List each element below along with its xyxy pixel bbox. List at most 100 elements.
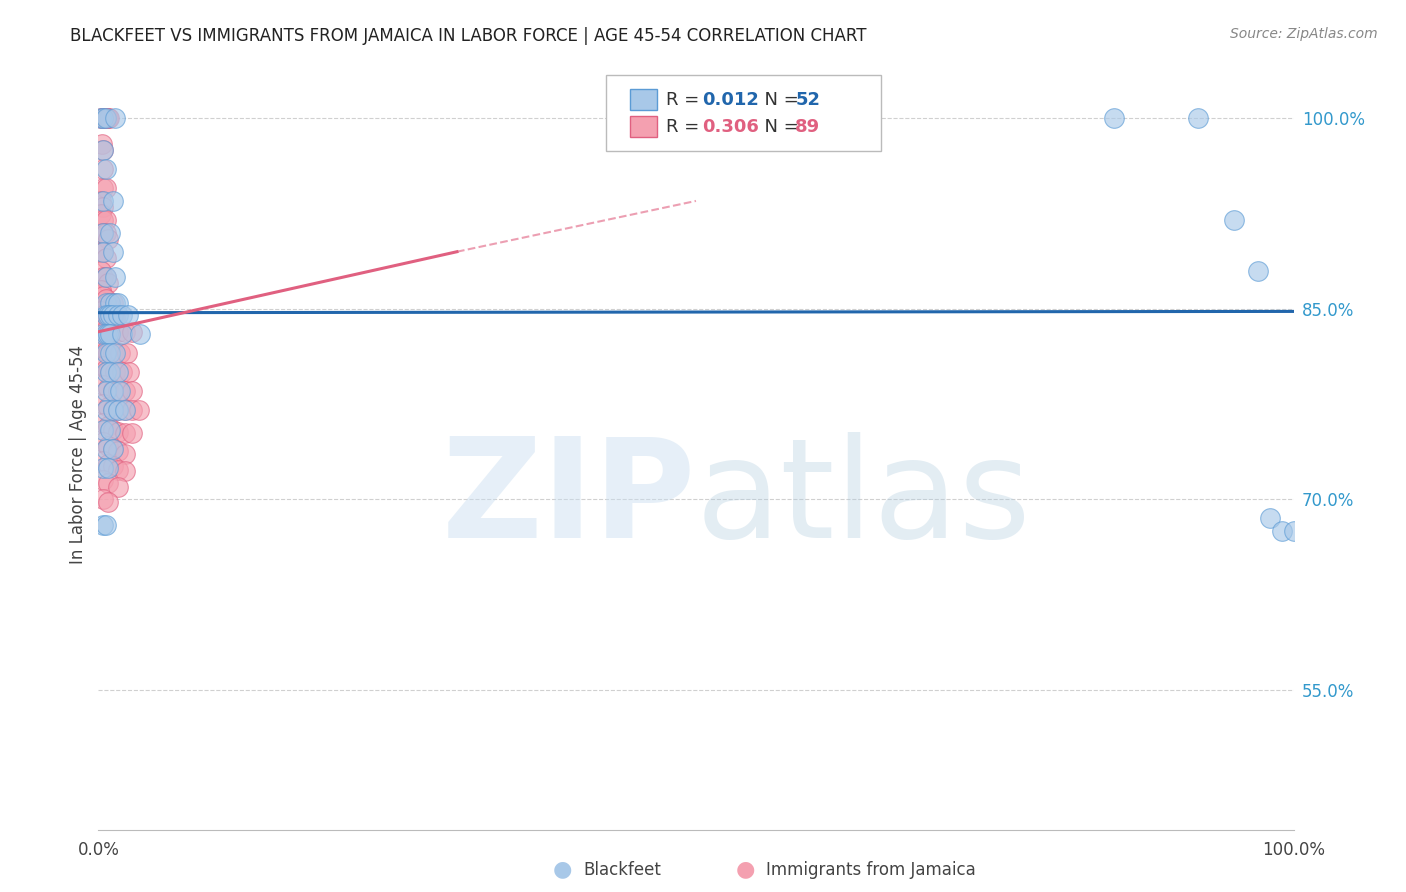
Point — [107, 480, 129, 494]
Text: Source: ZipAtlas.com: Source: ZipAtlas.com — [1230, 27, 1378, 41]
Bar — [630, 116, 657, 137]
Point — [101, 459, 124, 474]
Text: R =: R = — [666, 91, 704, 109]
Point — [114, 465, 136, 479]
Point — [107, 308, 129, 322]
Point — [101, 295, 124, 310]
Point — [108, 346, 131, 360]
Point — [101, 402, 124, 417]
Point — [91, 244, 114, 259]
Point — [94, 270, 117, 285]
Point — [101, 383, 124, 397]
Point — [107, 403, 129, 417]
Point — [1104, 112, 1126, 126]
Point — [101, 346, 124, 360]
Point — [91, 378, 114, 392]
Point — [97, 346, 120, 360]
Point — [107, 403, 129, 417]
Point — [97, 325, 120, 339]
Point — [94, 112, 117, 126]
Text: BLACKFEET VS IMMIGRANTS FROM JAMAICA IN LABOR FORCE | AGE 45-54 CORRELATION CHAR: BLACKFEET VS IMMIGRANTS FROM JAMAICA IN … — [70, 27, 868, 45]
Point — [107, 365, 129, 379]
Point — [121, 384, 143, 399]
Point — [1258, 511, 1281, 525]
Point — [114, 403, 136, 417]
Point — [94, 346, 117, 360]
Point — [104, 295, 127, 310]
Point — [90, 304, 112, 318]
Point — [101, 194, 124, 208]
Text: Blackfeet: Blackfeet — [583, 861, 661, 879]
Point — [98, 226, 122, 240]
Point — [97, 310, 120, 325]
Point — [91, 454, 114, 468]
Point — [94, 270, 117, 285]
Point — [94, 384, 117, 399]
Point — [91, 416, 114, 430]
Point — [90, 283, 112, 297]
Point — [114, 384, 136, 399]
Point — [1223, 213, 1246, 227]
Point — [91, 112, 114, 126]
Text: 0.012: 0.012 — [702, 91, 759, 109]
Point — [94, 343, 117, 358]
Point — [1187, 112, 1209, 126]
Point — [111, 327, 134, 342]
Point — [98, 310, 122, 325]
Point — [91, 460, 114, 475]
Text: 52: 52 — [796, 91, 820, 109]
Point — [117, 308, 139, 322]
Text: 0.306: 0.306 — [702, 118, 759, 136]
Point — [114, 426, 136, 441]
Point — [129, 327, 152, 342]
Point — [98, 112, 121, 126]
Point — [91, 359, 114, 373]
Point — [94, 517, 117, 532]
Point — [101, 442, 124, 456]
Point — [91, 473, 114, 487]
Point — [94, 310, 117, 324]
Point — [104, 346, 127, 360]
Point — [94, 442, 117, 456]
Text: N =: N = — [754, 118, 804, 136]
Point — [104, 310, 127, 325]
Point — [101, 403, 124, 417]
Point — [107, 463, 129, 477]
Point — [93, 112, 115, 126]
Point — [111, 365, 134, 379]
Text: 89: 89 — [796, 118, 820, 136]
FancyBboxPatch shape — [606, 75, 882, 152]
Point — [91, 143, 114, 157]
Point — [91, 226, 114, 240]
Point — [98, 327, 122, 342]
Point — [98, 295, 122, 310]
Point — [94, 251, 117, 265]
Point — [121, 426, 143, 441]
Point — [91, 162, 114, 177]
Point — [121, 325, 143, 339]
Point — [90, 206, 112, 220]
Point — [101, 308, 124, 322]
Point — [91, 517, 114, 532]
Point — [91, 322, 114, 336]
Point — [98, 308, 122, 322]
Text: ●: ● — [735, 860, 755, 880]
Point — [90, 340, 112, 354]
Point — [97, 495, 120, 509]
Text: ●: ● — [553, 860, 572, 880]
Point — [90, 244, 112, 259]
Text: R =: R = — [666, 118, 704, 136]
Point — [90, 264, 112, 278]
Point — [91, 200, 114, 214]
Text: Immigrants from Jamaica: Immigrants from Jamaica — [766, 861, 976, 879]
Point — [91, 492, 114, 507]
Point — [97, 112, 120, 126]
Point — [107, 384, 129, 399]
Point — [97, 460, 120, 475]
Point — [90, 194, 112, 208]
Point — [94, 308, 117, 322]
Point — [90, 112, 112, 126]
Point — [98, 423, 122, 437]
Point — [107, 425, 129, 439]
Point — [97, 475, 120, 490]
